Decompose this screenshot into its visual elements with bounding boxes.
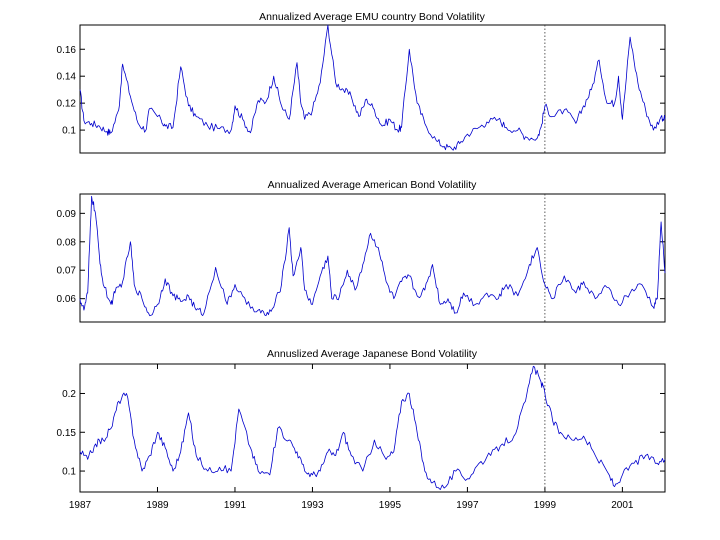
y-axis-ticks: 0.06 0.07 0.08 0.09 — [57, 209, 665, 305]
x-tick-label: 1995 — [379, 500, 402, 511]
plot-frame — [79, 363, 666, 493]
y-tick-label: 0.1 — [62, 126, 76, 137]
series-line-japan — [79, 365, 666, 490]
chart-title: Annualized Average American Bond Volatil… — [268, 179, 478, 191]
series-line-emu — [79, 24, 666, 151]
y-tick-label: 0.06 — [57, 294, 77, 305]
x-tick-label: 1997 — [456, 500, 479, 511]
x-tick-label: 1999 — [534, 500, 557, 511]
chart-panel-us: Annualized Average American Bond Volatil… — [57, 179, 666, 323]
x-axis-ticks: 1987 1989 1991 1993 1995 1997 1999 2001 — [69, 364, 634, 511]
chart-title: Annuslized Average Japanese Bond Volatil… — [267, 348, 478, 360]
y-tick-label: 0.15 — [57, 428, 77, 439]
chart-title: Annualized Average EMU country Bond Vola… — [259, 11, 485, 23]
plot-frame — [79, 193, 666, 323]
y-axis-ticks: 0.1 0.12 0.14 0.16 — [57, 45, 665, 137]
x-tick-label: 1989 — [146, 500, 169, 511]
y-tick-label: 0.08 — [57, 237, 77, 248]
plot-frame — [79, 24, 666, 154]
chart-panel-japan: Annuslized Average Japanese Bond Volatil… — [57, 348, 666, 511]
x-tick-label: 1987 — [69, 500, 92, 511]
series-group — [79, 24, 666, 151]
y-tick-label: 0.09 — [57, 209, 77, 220]
y-tick-label: 0.1 — [62, 467, 76, 478]
y-tick-label: 0.07 — [57, 266, 77, 277]
x-tick-label: 1993 — [301, 500, 324, 511]
y-tick-label: 0.14 — [57, 72, 77, 83]
y-tick-label: 0.12 — [57, 99, 77, 110]
y-tick-label: 0.16 — [57, 45, 77, 56]
x-tick-label: 2001 — [611, 500, 634, 511]
x-tick-label: 1991 — [224, 500, 247, 511]
y-tick-label: 0.2 — [62, 389, 76, 400]
y-axis-ticks: 0.1 0.15 0.2 — [57, 389, 665, 478]
series-group — [79, 365, 666, 490]
series-line-us — [79, 195, 666, 317]
chart-panel-emu: Annualized Average EMU country Bond Vola… — [57, 11, 666, 154]
series-group — [79, 195, 666, 317]
